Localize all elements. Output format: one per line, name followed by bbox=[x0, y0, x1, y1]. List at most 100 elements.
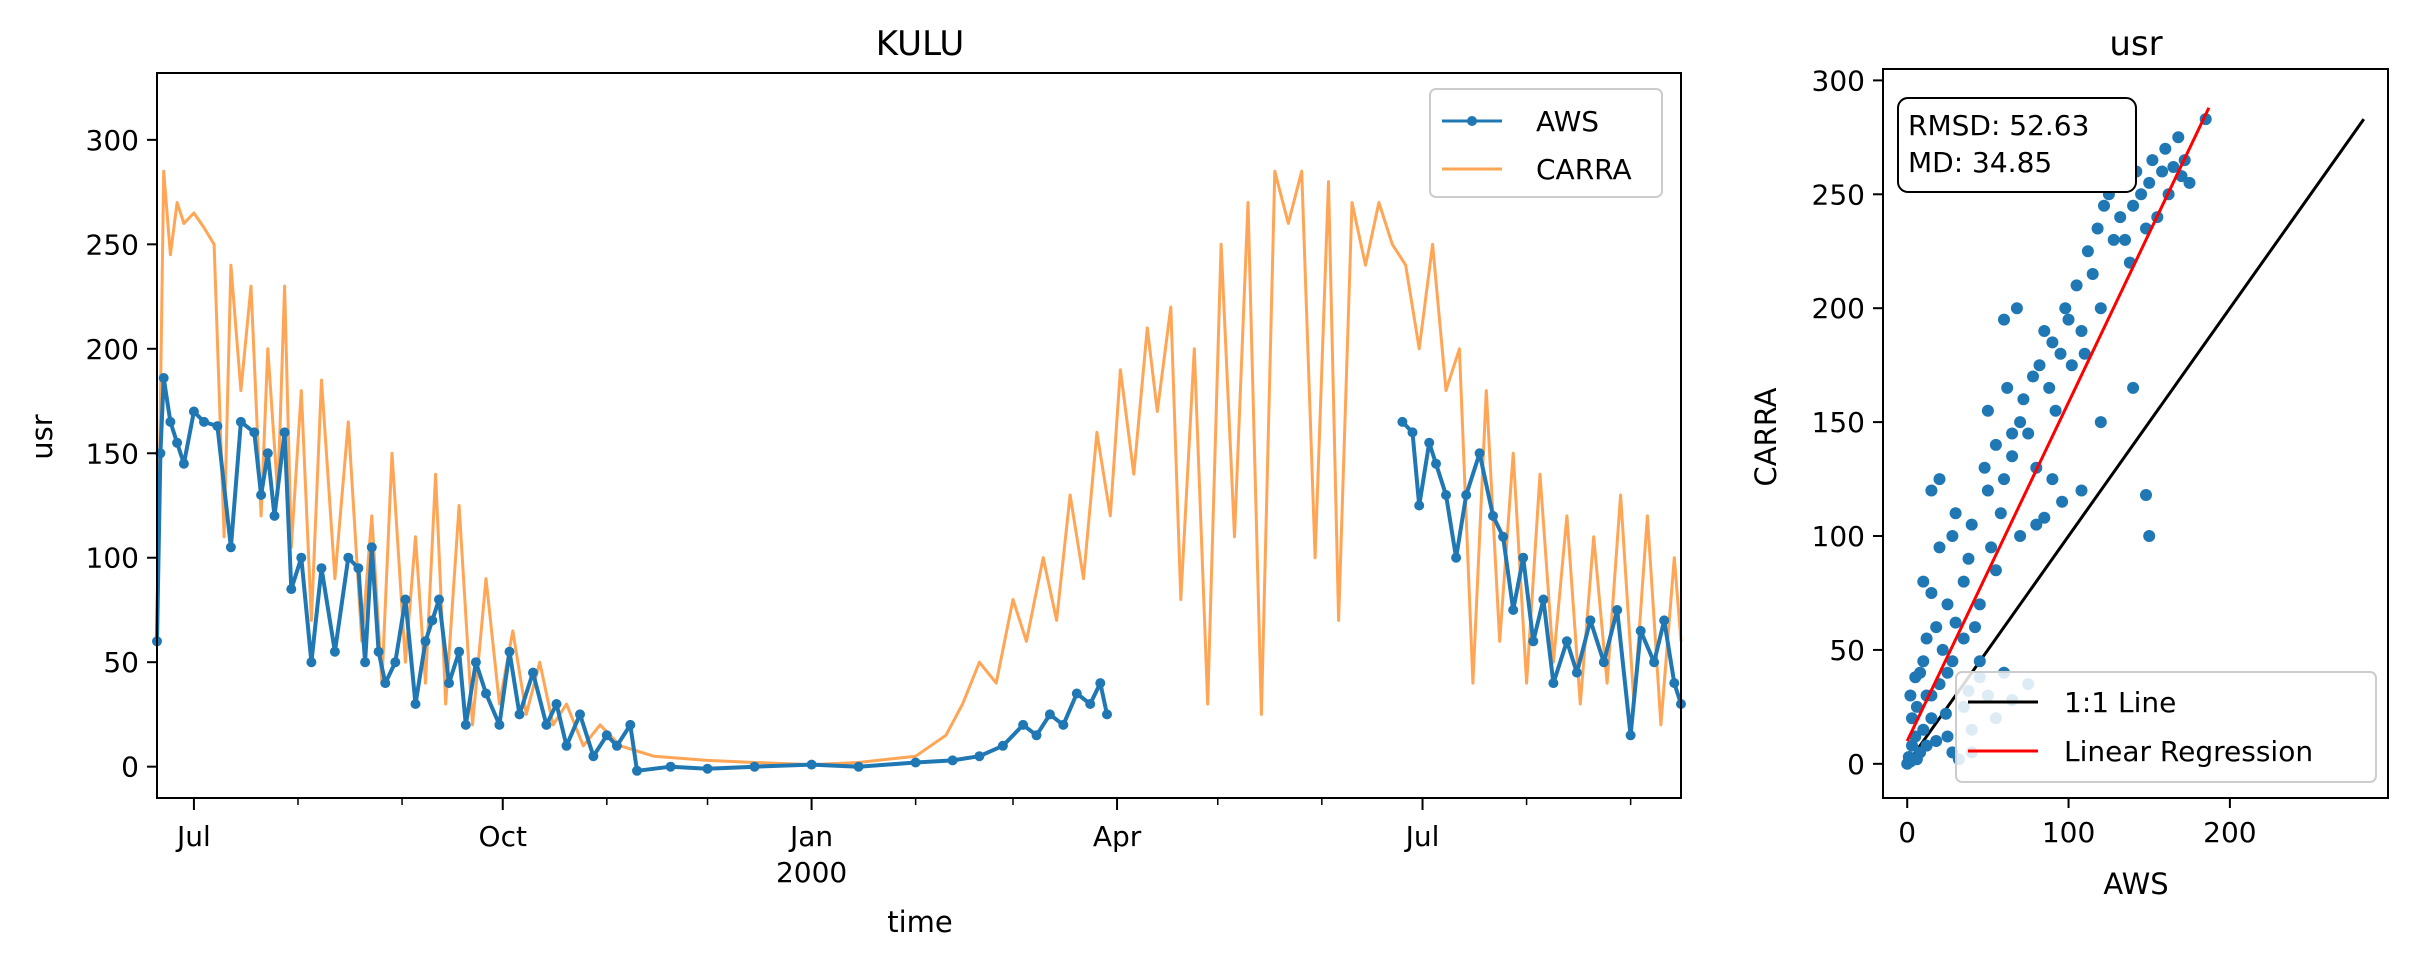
scatter-point bbox=[2030, 518, 2043, 531]
scatter-point bbox=[2135, 188, 2148, 201]
y-tick-label: 100 bbox=[1812, 520, 1865, 553]
aws-point bbox=[380, 678, 391, 689]
aws-point bbox=[806, 759, 817, 770]
aws-point bbox=[561, 740, 572, 751]
aws-point bbox=[1659, 615, 1670, 626]
aws-point bbox=[601, 730, 612, 741]
timeseries-ylabel: usr bbox=[25, 414, 59, 459]
aws-point bbox=[494, 719, 505, 730]
aws-point bbox=[360, 657, 371, 668]
scatter-point bbox=[1904, 689, 1917, 702]
aws-point bbox=[165, 416, 176, 427]
aws-point bbox=[1058, 719, 1069, 730]
scatter-point bbox=[1920, 632, 1933, 645]
x-tick-label: 0 bbox=[1898, 816, 1916, 849]
aws-point bbox=[702, 763, 713, 774]
scatter-point bbox=[1973, 598, 1986, 611]
scatter-point bbox=[2059, 302, 2072, 315]
aws-point bbox=[1498, 531, 1509, 542]
scatter-title: usr bbox=[2109, 24, 2162, 64]
x-tick-sublabel: 2000 bbox=[776, 856, 847, 889]
scatter-point bbox=[1917, 575, 1930, 588]
aws-point bbox=[481, 688, 491, 699]
y-tick-label: 100 bbox=[86, 542, 139, 575]
scatter-point bbox=[1989, 438, 2002, 451]
scatter-point bbox=[1925, 484, 1938, 497]
aws-point bbox=[910, 757, 921, 768]
scatter-point bbox=[1946, 530, 1959, 542]
scatter-point bbox=[1946, 655, 1959, 668]
aws-point bbox=[1598, 657, 1609, 668]
aws-point bbox=[528, 667, 538, 678]
aws-point bbox=[400, 594, 411, 605]
legend-aws-marker bbox=[1467, 116, 1477, 126]
aws-point bbox=[1071, 688, 1082, 699]
aws-point bbox=[541, 719, 552, 730]
y-tick-label: 250 bbox=[86, 228, 139, 261]
scatter-point bbox=[2143, 176, 2156, 189]
scatter-point bbox=[1998, 313, 2010, 326]
aws-point bbox=[1095, 678, 1106, 689]
scatter-point bbox=[1941, 666, 1954, 679]
scatter-point bbox=[2075, 325, 2088, 337]
legend-carra-label: CARRA bbox=[1536, 153, 1632, 186]
one-to-one-line bbox=[1905, 118, 2366, 765]
aws-point bbox=[343, 552, 354, 563]
scatter-point bbox=[2146, 154, 2159, 167]
aws-point bbox=[1431, 458, 1441, 469]
scatter-point bbox=[2075, 484, 2088, 497]
scatter-point bbox=[2038, 325, 2051, 337]
scatter-point bbox=[2043, 381, 2056, 394]
scatter-point bbox=[1930, 621, 1943, 634]
aws-point bbox=[410, 699, 421, 709]
y-tick-label: 300 bbox=[1812, 64, 1865, 97]
aws-point bbox=[199, 416, 209, 427]
scatter-point bbox=[2086, 268, 2099, 280]
scatter-point bbox=[1910, 700, 1923, 713]
scatter-point bbox=[2001, 381, 2014, 394]
scatter-point bbox=[1906, 739, 1918, 752]
x-tick-label: Jul bbox=[1404, 820, 1440, 853]
aws-point bbox=[1585, 615, 1596, 626]
scatter-point bbox=[2049, 404, 2062, 417]
aws-point bbox=[1044, 709, 1055, 720]
aws-point bbox=[1424, 437, 1435, 448]
aws-point bbox=[1085, 699, 1096, 709]
scatter-point bbox=[1925, 587, 1938, 599]
aws-point bbox=[1612, 605, 1623, 615]
aws-point bbox=[172, 437, 183, 448]
aws-point bbox=[269, 510, 280, 521]
scatter-point bbox=[1969, 621, 1981, 634]
scatter-point bbox=[1949, 507, 1962, 520]
aws-point bbox=[1571, 667, 1582, 678]
aws-point bbox=[974, 751, 985, 762]
aws-point bbox=[188, 406, 199, 417]
aws-point bbox=[225, 542, 236, 553]
scatter-point bbox=[2022, 427, 2035, 440]
y-tick-label: 50 bbox=[1829, 634, 1865, 667]
scatter-point bbox=[1933, 541, 1946, 554]
scatter-point bbox=[1973, 655, 1986, 668]
y-tick-label: 0 bbox=[1847, 748, 1865, 781]
scatter-point bbox=[2098, 199, 2110, 212]
aws-point bbox=[460, 719, 471, 730]
aws-point bbox=[366, 542, 377, 553]
scatter-point bbox=[1978, 461, 1991, 474]
y-tick-label: 250 bbox=[1812, 178, 1865, 211]
scatter-point bbox=[2119, 233, 2131, 246]
scatter-point bbox=[1994, 507, 2007, 520]
scatter-point bbox=[2091, 222, 2104, 235]
aws-point bbox=[504, 646, 515, 657]
scatter-point bbox=[2159, 142, 2172, 155]
scatter-point bbox=[2006, 427, 2019, 440]
scatter-point bbox=[2183, 176, 2196, 189]
aws-point bbox=[1018, 719, 1029, 730]
aws-point bbox=[158, 373, 169, 383]
aws-point bbox=[1031, 730, 1042, 741]
scatter-point bbox=[2014, 530, 2027, 542]
scatter-point bbox=[2054, 347, 2067, 360]
aws-point bbox=[296, 552, 307, 563]
aws-series-line bbox=[1400, 420, 1683, 738]
aws-point bbox=[256, 490, 267, 500]
scatter-point bbox=[2062, 313, 2075, 326]
